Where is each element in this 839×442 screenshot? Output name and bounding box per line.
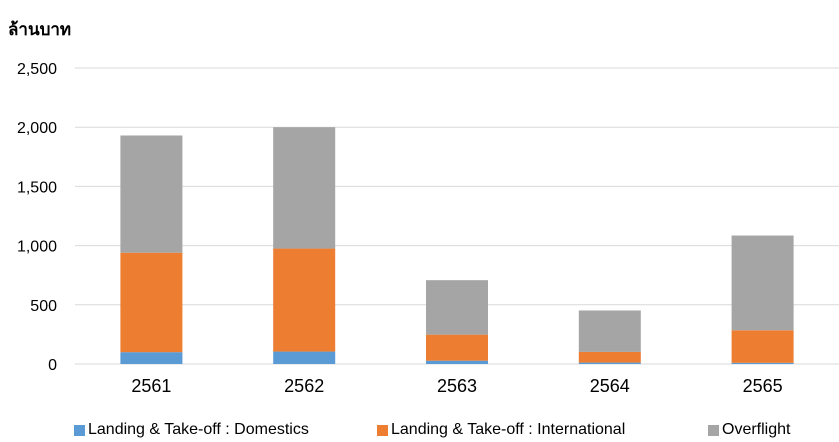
x-tick-label: 2564: [590, 376, 630, 396]
bar-segment-2563-series-0: [426, 360, 488, 364]
bar-segment-2563-series-2: [426, 280, 488, 335]
bar-segment-2562-series-1: [273, 248, 336, 352]
bar-segment-2561-series-2: [120, 135, 183, 253]
bar-segment-2565-series-0: [731, 362, 794, 364]
legend-swatch-domestics: [74, 424, 85, 436]
legend: Landing & Take-off : Domestics Landing &…: [0, 421, 839, 441]
y-tick-label: 1,000: [17, 239, 57, 256]
bar-segment-2562-series-0: [273, 351, 336, 364]
bar-segment-2564-series-1: [578, 351, 641, 363]
bar-segment-2561-series-1: [120, 252, 183, 353]
legend-item-overflight: Overflight: [708, 421, 790, 439]
y-unit-label: ล้านบาท: [8, 20, 72, 40]
x-tick-label: 2563: [437, 376, 477, 396]
bar-segment-2564-series-0: [578, 362, 641, 364]
y-tick-label: 500: [30, 298, 57, 315]
legend-item-domestics: Landing & Take-off : Domestics: [74, 421, 309, 439]
y-tick-labels: 0 500 1,000 1,500 2,000 2,500: [17, 61, 57, 374]
y-tick-label: 0: [48, 357, 57, 374]
x-tick-labels: 2561 2562 2563 2564 2565: [131, 376, 782, 396]
y-tick-label: 1,500: [17, 179, 57, 196]
bar-segment-2561-series-0: [120, 352, 183, 364]
bars: [120, 127, 794, 364]
bar-segment-2562-series-2: [273, 127, 336, 249]
legend-label-domestics: Landing & Take-off : Domestics: [88, 421, 309, 438]
x-tick-label: 2561: [131, 376, 171, 396]
bar-segment-2565-series-2: [731, 235, 794, 331]
legend-label-international: Landing & Take-off : International: [391, 421, 626, 438]
y-tick-label: 2,000: [17, 120, 57, 137]
bar-segment-2565-series-1: [731, 330, 794, 363]
x-tick-label: 2562: [284, 376, 324, 396]
legend-item-international: Landing & Take-off : International: [377, 421, 625, 439]
legend-label-overflight: Overflight: [722, 421, 791, 438]
bar-segment-2563-series-1: [426, 334, 488, 361]
legend-swatch-international: [377, 424, 388, 436]
legend-swatch-overflight: [708, 424, 719, 436]
y-tick-label: 2,500: [17, 61, 57, 78]
x-tick-label: 2565: [743, 376, 783, 396]
bar-segment-2564-series-2: [578, 310, 641, 352]
